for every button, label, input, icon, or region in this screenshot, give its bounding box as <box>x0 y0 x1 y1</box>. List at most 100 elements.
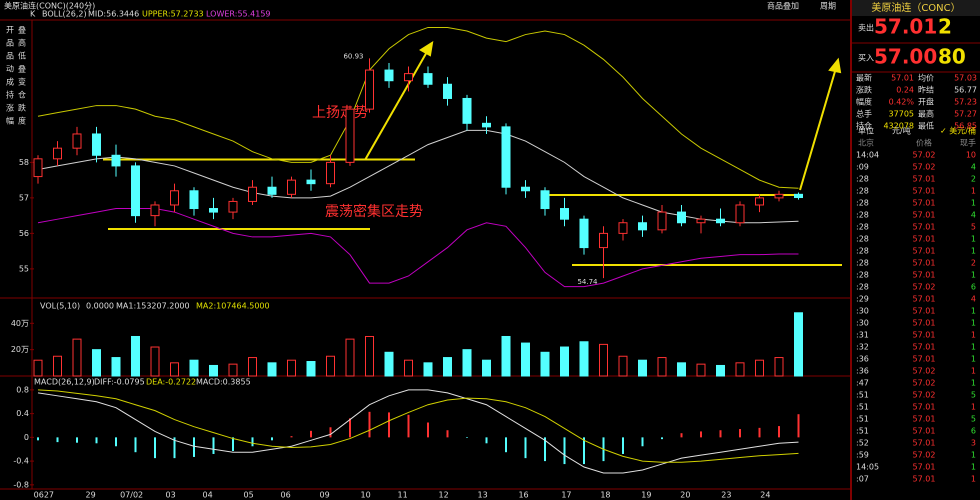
quote-title: 美原油连（CONC） <box>871 1 960 14</box>
volume-bar <box>92 349 101 377</box>
tick-time: :30 <box>856 307 869 316</box>
toolbar-button[interactable]: 变 <box>18 77 26 87</box>
macd-bar <box>76 437 78 443</box>
toolbar-button[interactable]: 低 <box>18 51 26 61</box>
y-tick-label: 0.4 <box>16 409 29 418</box>
tick-price: 57.01 <box>913 463 936 472</box>
toolbar-button[interactable]: 开 <box>6 26 14 35</box>
y-tick-label: 40万 <box>11 319 29 328</box>
macd-bar <box>251 437 254 447</box>
candle-body <box>365 69 374 110</box>
x-tick-label: 29 <box>86 491 96 500</box>
volume-bar <box>209 364 218 377</box>
stat-label: 涨跌 <box>856 85 872 95</box>
candle-body <box>482 122 491 128</box>
candle-body <box>111 154 121 167</box>
volume-bar <box>579 341 589 377</box>
macd-bar <box>310 430 312 438</box>
tick-time: :32 <box>856 343 869 352</box>
volume-bar <box>521 342 530 377</box>
tick-time: :28 <box>856 283 869 292</box>
candle-body <box>228 200 238 213</box>
volume-bar <box>540 351 550 377</box>
tick-price: 57.01 <box>913 211 936 220</box>
tick-time: :09 <box>856 163 869 172</box>
candle-body <box>345 108 355 163</box>
x-tick-label: 04 <box>203 491 213 500</box>
candle-body <box>540 190 550 210</box>
macd-header: MACD(26,12,9) <box>34 378 95 387</box>
diff-line <box>37 389 799 474</box>
annotation: 上扬走势 <box>312 105 368 121</box>
stat-label: 最新 <box>856 73 872 83</box>
tick-time: :52 <box>856 439 869 448</box>
toolbar-button[interactable]: 叠 <box>18 26 26 35</box>
tick-volume: 1 <box>971 475 976 484</box>
toolbar-button[interactable]: 品 <box>6 39 14 48</box>
tick-time: :28 <box>856 223 869 232</box>
vol-header: 0.0000 <box>86 302 114 311</box>
toolbar-button[interactable]: 叠 <box>18 65 26 74</box>
x-tick-label: 20 <box>680 491 690 500</box>
toolbar-button[interactable]: 品 <box>6 52 14 61</box>
annotation: 震荡密集区走势 <box>325 203 423 220</box>
y-tick-label: 58 <box>19 158 29 167</box>
volume-bar <box>755 359 764 377</box>
tick-volume: 4 <box>971 295 976 304</box>
tick-volume: 1 <box>971 307 976 316</box>
tick-time: :47 <box>856 379 869 388</box>
macd-bar <box>680 433 683 438</box>
tick-volume: 5 <box>971 415 976 424</box>
tick-price: 57.01 <box>913 247 936 256</box>
sell-label: 卖出 <box>858 23 874 33</box>
candle-body <box>716 218 725 224</box>
tick-time: :28 <box>856 247 869 256</box>
vol-header: MA2:107464.5000 <box>196 302 270 311</box>
volume-bar <box>599 343 608 377</box>
x-tick-label: 07/02 <box>120 491 143 500</box>
candle-body <box>599 232 608 249</box>
candle-body <box>72 133 82 149</box>
y-tick-label: 57 <box>19 193 29 202</box>
tick-time: :31 <box>856 331 869 340</box>
tick-price: 57.01 <box>913 259 936 268</box>
tick-price: 57.02 <box>913 151 936 160</box>
candle-body <box>423 73 433 85</box>
volume-bar <box>248 357 257 377</box>
toolbar-button[interactable]: 幅 <box>6 116 14 126</box>
toolbar-button[interactable]: 仓 <box>18 90 26 100</box>
tick-time: :07 <box>856 475 869 484</box>
macd-bar <box>719 430 722 438</box>
macd-bar <box>641 437 644 447</box>
macd-bar <box>134 437 137 453</box>
period-button[interactable]: 周期 <box>820 2 836 11</box>
toolbar-button[interactable]: 动 <box>6 64 14 74</box>
toolbar-button[interactable]: 高 <box>18 38 26 48</box>
tick-price: 57.01 <box>913 175 936 184</box>
tick-volume: 1 <box>971 355 976 364</box>
y-tick-label: 55 <box>19 264 29 273</box>
x-tick-label: 23 <box>721 491 731 500</box>
stat-value: 0.24 <box>896 86 914 95</box>
candle-body <box>92 133 101 156</box>
x-tick-label: 19 <box>641 491 651 500</box>
volume-bar <box>462 349 472 377</box>
x-tick-label: 05 <box>244 491 254 500</box>
overlay-button[interactable]: 商品叠加 <box>767 1 799 11</box>
volume-bar <box>326 355 335 377</box>
unit-option[interactable]: ✓ 美元/桶 <box>940 126 976 136</box>
candle-body <box>326 161 335 185</box>
toolbar-button[interactable]: 成 <box>6 77 14 87</box>
stat-label: 最高 <box>918 109 934 119</box>
toolbar-button[interactable]: 涨 <box>6 103 14 113</box>
toolbar-button[interactable]: 度 <box>18 116 26 126</box>
tick-time: 14:04 <box>856 151 879 160</box>
toolbar-button[interactable]: 持 <box>6 90 14 100</box>
volume-bar <box>618 355 628 377</box>
toolbar-button[interactable]: 跌 <box>18 103 26 113</box>
stat-label: 最低 <box>918 121 934 131</box>
buy-price: 57.00 <box>874 45 937 69</box>
tick-volume: 1 <box>971 403 976 412</box>
vol-header: MA1:153207.2000 <box>116 302 190 311</box>
